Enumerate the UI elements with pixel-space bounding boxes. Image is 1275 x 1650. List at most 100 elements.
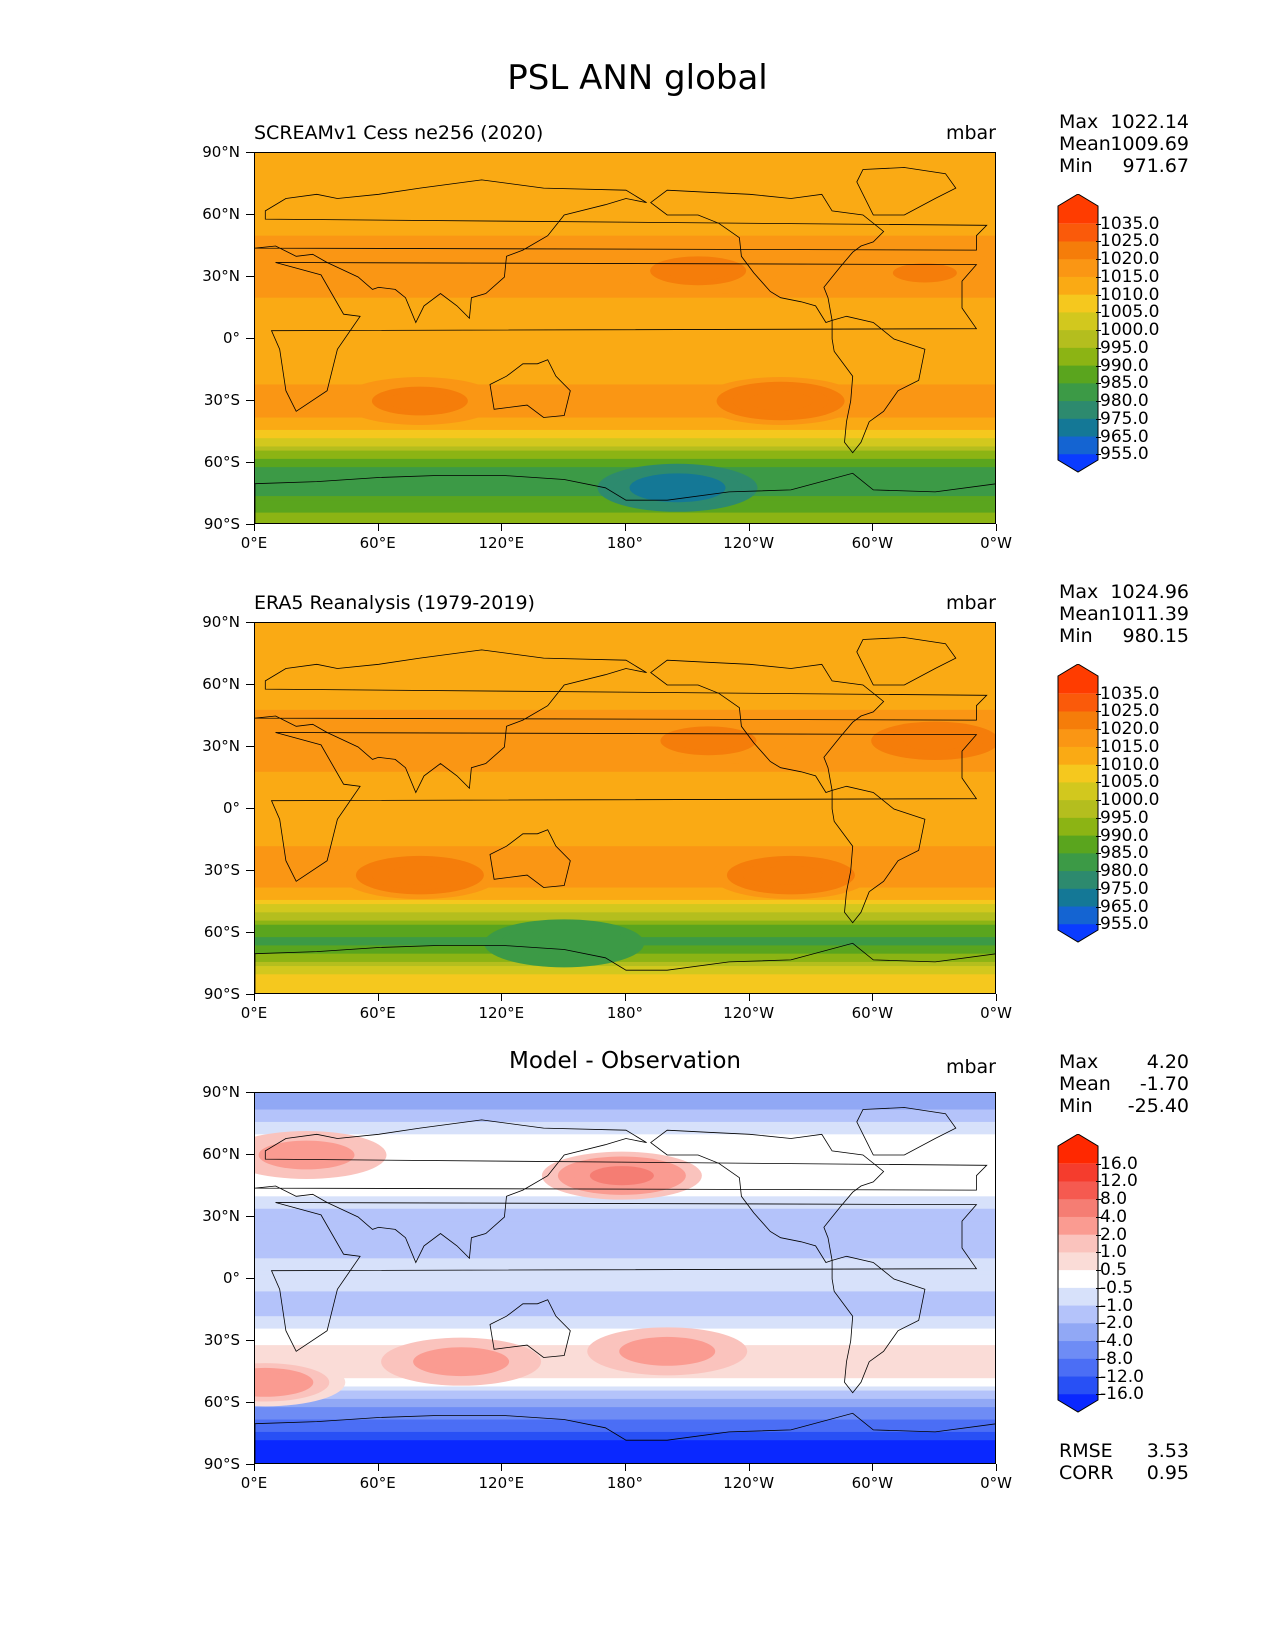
metric-row-rmse: RMSE 3.53: [1059, 1440, 1189, 1462]
colorbar-tick: [1096, 924, 1101, 926]
psl-band--18: [255, 1316, 995, 1321]
stat-label: Min: [1059, 1095, 1093, 1117]
psl-band--76: [255, 966, 995, 971]
colorbar-label: 1005.0: [1100, 772, 1160, 793]
colorbar-segment-9: [1058, 365, 1098, 384]
lon-tick: [501, 994, 503, 1001]
coastline-5: [856, 637, 957, 686]
psl-band--60: [255, 463, 995, 468]
psl-band-58: [255, 689, 995, 694]
psl-band--62: [255, 467, 995, 472]
psl-band--8: [255, 355, 995, 361]
coastline-6: [255, 472, 995, 523]
colorbar-tick: [1096, 800, 1101, 802]
stat-row-max: Max 1022.14: [1059, 111, 1189, 133]
psl-band-80: [255, 1113, 995, 1119]
lat-tick-label: 90°S: [203, 985, 240, 1003]
pressure-center-4-level-4: [645, 478, 710, 498]
colorbar-outline: [1057, 664, 1099, 943]
map-svg: [255, 153, 995, 523]
pressure-center-3-level-4: [429, 1352, 494, 1372]
psl-band-76: [255, 1121, 995, 1127]
lon-tick: [501, 1464, 503, 1471]
psl-band--16: [255, 372, 995, 377]
psl-band--14: [255, 367, 995, 373]
stat-label: Mean: [1059, 603, 1111, 625]
psl-band-82: [255, 169, 995, 175]
psl-band--6: [255, 1291, 995, 1297]
psl-band--56: [255, 1394, 995, 1400]
colorbar-label: -16.0: [1100, 1384, 1144, 1405]
lat-tick: [246, 808, 254, 809]
colorbar-segment-14: [1058, 1394, 1098, 1412]
psl-band--82: [255, 1448, 995, 1454]
psl-band--34: [255, 409, 995, 414]
pressure-center-1-level-4: [274, 1145, 339, 1165]
psl-band--86: [255, 1456, 995, 1462]
psl-band-0: [255, 339, 995, 344]
psl-band-50: [255, 705, 995, 711]
pressure-center-2-level-4: [748, 391, 813, 411]
units-label: mbar: [945, 1056, 996, 1078]
psl-band-36: [255, 734, 995, 740]
psl-band-36: [255, 1204, 995, 1210]
stat-label: Mean: [1059, 133, 1111, 155]
colorbar-segment-2: [1058, 1181, 1098, 1200]
psl-band-20: [255, 767, 995, 773]
stats-box: Max 4.20 Mean -1.70 Min -25.40: [1059, 1051, 1189, 1117]
lat-tick: [246, 214, 254, 215]
coastline-4: [831, 785, 926, 924]
psl-band--52: [255, 916, 995, 922]
psl-band--64: [255, 1411, 995, 1416]
psl-band-46: [255, 713, 995, 719]
lon-tick-label: 120°W: [723, 1004, 775, 1022]
colorbar-tick: [1096, 729, 1101, 731]
psl-band-4: [255, 330, 995, 336]
colorbar-label: 2.0: [1100, 1224, 1128, 1245]
units-label: mbar: [945, 122, 996, 144]
psl-band--44: [255, 429, 995, 435]
psl-band-40: [255, 726, 995, 732]
psl-band-0: [255, 809, 995, 814]
psl-band--76: [255, 1436, 995, 1441]
colorbar-label: 995.0: [1100, 807, 1149, 828]
colorbar-segment-2: [1058, 241, 1098, 260]
coastline-0: [270, 262, 978, 412]
psl-band-20: [255, 297, 995, 303]
colorbar-tick: [1096, 871, 1101, 873]
lon-tick: [872, 1464, 874, 1471]
psl-band-84: [255, 1105, 995, 1111]
coastline-5: [856, 1107, 957, 1156]
psl-band--20: [255, 850, 995, 856]
coastline-5: [856, 167, 957, 216]
colorbar-outline: [1057, 1134, 1099, 1413]
stat-row-max: Max 1024.96: [1059, 581, 1189, 603]
colorbar-segment-5: [1058, 1234, 1098, 1253]
psl-band-58: [255, 219, 995, 224]
coastline-3: [650, 1129, 885, 1263]
lon-tick-label: 0°W: [980, 1474, 1012, 1492]
colorbar-segment-1: [1058, 693, 1098, 712]
psl-band-88: [255, 627, 995, 632]
psl-band-14: [255, 780, 995, 785]
colorbar-segment-10: [1058, 383, 1098, 402]
psl-band--58: [255, 458, 995, 464]
psl-band--4: [255, 347, 995, 352]
coastline-2: [489, 1299, 571, 1358]
psl-band--24: [255, 858, 995, 864]
colorbar-tick: [1096, 241, 1101, 243]
psl-band--22: [255, 1324, 995, 1330]
psl-band--44: [255, 899, 995, 905]
psl-band-24: [255, 1229, 995, 1235]
lon-tick: [625, 1464, 626, 1471]
lon-tick: [748, 524, 750, 531]
colorbar-outline: [1057, 194, 1099, 473]
colorbar-label: 985.0: [1100, 373, 1149, 394]
coastlines: [255, 1107, 995, 1463]
colorbar-segment-12: [1058, 418, 1098, 438]
colorbar-segment-9: [1058, 835, 1098, 854]
psl-band-8: [255, 1262, 995, 1268]
psl-band-84: [255, 635, 995, 641]
psl-band--72: [255, 1427, 995, 1433]
psl-band--26: [255, 862, 995, 868]
